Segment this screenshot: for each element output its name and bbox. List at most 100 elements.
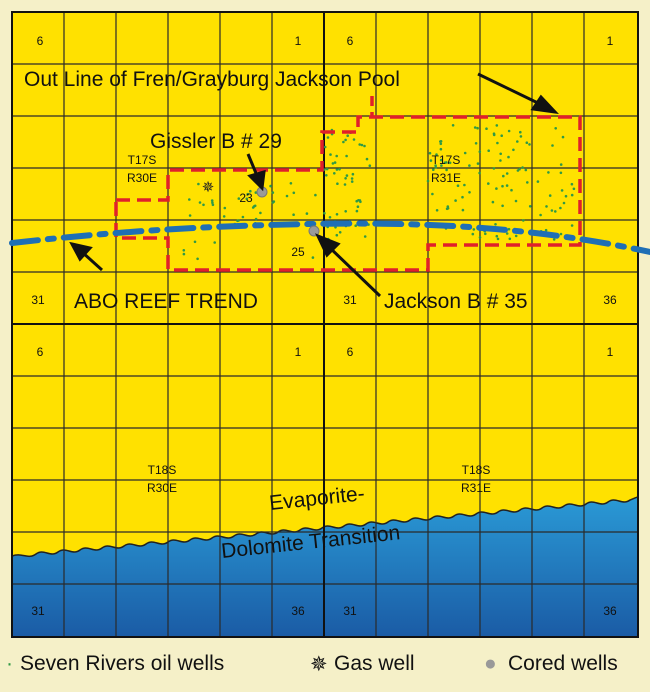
oil-wells-legend-label: Seven Rivers oil wells: [20, 652, 225, 675]
oil-well-dot: [528, 205, 532, 208]
oil-well-dot: [505, 184, 509, 187]
oil-well-dot: [559, 171, 563, 175]
oil-well-dot: [271, 191, 275, 194]
oil-well-dot: [202, 203, 205, 207]
oil-well-dot: [495, 124, 499, 127]
oil-well-dot: [356, 205, 360, 208]
section-label: 23: [239, 191, 253, 205]
oil-well-dot: [443, 161, 447, 164]
oil-well-dot: [363, 235, 367, 238]
oil-well-dot: [528, 143, 531, 146]
oil-well-dot: [345, 174, 349, 177]
oil-well-dot: [253, 204, 257, 208]
oil-well-dot: [350, 180, 354, 183]
oil-well-dot: [536, 180, 540, 183]
section-label: 31: [343, 604, 357, 618]
oil-well-dot: [512, 148, 515, 152]
oil-well-dot: [439, 140, 442, 143]
oil-well-dot: [518, 167, 521, 171]
oil-well-dot: [272, 200, 276, 203]
oil-well-dot: [365, 157, 369, 161]
township-label: T18S: [148, 463, 177, 477]
section-label: 1: [295, 345, 302, 359]
oil-well-dot: [473, 126, 477, 129]
oil-well-dot: [426, 179, 430, 183]
oil-well-dot: [507, 227, 511, 231]
oil-well-dot: [344, 177, 347, 180]
cored-well-jackson: [308, 225, 320, 237]
oil-well-dot: [554, 127, 557, 130]
annotation-arrows: [69, 72, 559, 298]
oil-well-dot: [434, 164, 437, 167]
section-label: 6: [37, 34, 44, 48]
oil-well-dot: [485, 127, 488, 130]
section-labels: 6 1 6 1 31 31 36 6 1 6 1 31 36 31 36 23 …: [31, 34, 617, 618]
oil-well-dot: [524, 168, 528, 172]
oil-well-dot: [335, 233, 339, 237]
oil-well-dot: [305, 212, 309, 215]
oil-well-dot: [241, 215, 245, 219]
oil-well-dot: [363, 144, 366, 148]
oil-well-dot: [354, 224, 358, 227]
oil-well-dot: [346, 134, 350, 137]
oil-well-dot: [551, 144, 554, 147]
township-labels: T17S R30E T17S R31E T18S R30E T18S R31E: [127, 153, 491, 495]
oil-well-dot: [544, 228, 548, 232]
oil-well-dot: [501, 204, 504, 208]
oil-well-dot: [355, 209, 359, 213]
cored-well-legend-icon: ●: [484, 652, 497, 675]
annotations: Out Line of Fren/Grayburg Jackson Pool G…: [24, 68, 528, 313]
oil-well-dot: [311, 256, 315, 259]
oil-well-dot: [514, 234, 518, 238]
oil-well-dot: [338, 231, 342, 234]
oil-well-dot: [210, 199, 214, 202]
oil-well-dot: [559, 232, 563, 236]
oil-well-dot: [331, 162, 335, 165]
section-label: 36: [603, 293, 617, 307]
oil-well-dot: [496, 141, 499, 145]
oil-well-dot: [456, 184, 460, 187]
gas-well-legend-label: Gas well: [334, 652, 415, 675]
oil-well-dot: [471, 232, 475, 236]
oil-well-dot: [445, 168, 448, 172]
oil-well-dot: [289, 182, 293, 185]
oil-well-dot: [554, 210, 557, 213]
oil-well-dot: [435, 209, 439, 212]
oil-well-dot: [435, 153, 438, 156]
oil-well-dot: [196, 257, 199, 261]
oil-well-dot: [358, 143, 362, 146]
oil-well-dot: [547, 171, 550, 174]
section-label: 1: [607, 34, 614, 48]
oil-well-dot: [188, 214, 192, 217]
oil-well-dot: [292, 213, 295, 216]
oil-well-dot: [446, 205, 450, 208]
oil-well-dot: [357, 199, 360, 202]
oil-well-dot: [494, 223, 497, 226]
oil-well-dot: [461, 195, 464, 199]
oil-well-dot: [526, 181, 529, 184]
oil-well-dot: [560, 189, 564, 192]
oil-well-dot: [454, 199, 457, 202]
abo-reef-trend-label: ABO REEF TREND: [74, 290, 258, 313]
section-label: 31: [31, 604, 45, 618]
oil-well-dot: [223, 206, 227, 210]
oil-well-dot: [521, 166, 524, 169]
oil-well-dot: [468, 191, 471, 194]
oil-well-dot: [468, 164, 471, 167]
oil-well-dot: [432, 168, 435, 171]
oil-well-dot: [431, 192, 434, 196]
oil-well-dot: [329, 153, 332, 156]
oil-well-dot: [429, 159, 433, 162]
oil-well-dot: [246, 192, 249, 196]
oil-well-dot: [439, 142, 443, 146]
legend: · Seven Rivers oil wells ✵ Gas well ● Co…: [0, 646, 650, 686]
section-label: 25: [291, 245, 305, 259]
oil-well-dot: [342, 140, 345, 144]
oil-well-dot: [439, 158, 443, 162]
oil-well-dot: [505, 172, 509, 175]
map-canvas: ✵ 6 1 6 1 31 31 36 6 1 6 1 31 36 31 36 2…: [9, 11, 650, 638]
oil-well-dot: [335, 168, 339, 171]
oil-well-dot: [545, 205, 548, 208]
oil-well-dot: [182, 249, 186, 252]
oil-well-dot: [561, 135, 565, 139]
